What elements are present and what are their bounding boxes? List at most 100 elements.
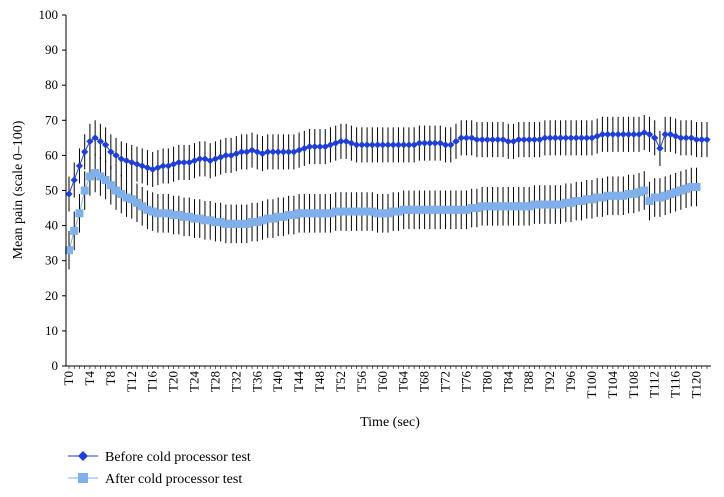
data-point xyxy=(268,214,277,223)
data-point xyxy=(122,193,131,202)
data-point xyxy=(132,198,141,207)
data-point xyxy=(661,191,670,200)
data-point xyxy=(347,207,356,216)
data-point xyxy=(174,211,183,220)
data-point xyxy=(682,184,691,193)
data-point xyxy=(285,148,293,156)
data-point xyxy=(75,209,84,218)
data-point xyxy=(577,197,586,206)
data-point xyxy=(603,191,612,200)
data-point xyxy=(451,205,460,214)
data-point xyxy=(379,141,387,149)
data-point xyxy=(316,209,325,218)
y-axis-title: Mean pain (scale 0–100) xyxy=(11,120,26,259)
data-point xyxy=(509,137,518,145)
data-point xyxy=(216,218,225,227)
x-axis-title: Time (sec) xyxy=(360,415,420,430)
data-point xyxy=(619,191,628,200)
data-point xyxy=(415,139,423,147)
data-point xyxy=(420,205,429,214)
data-point xyxy=(211,218,220,227)
data-point xyxy=(645,197,654,206)
data-point xyxy=(107,148,115,156)
x-tick-label: T68 xyxy=(417,371,432,392)
data-point xyxy=(604,130,612,138)
data-point xyxy=(91,134,99,142)
data-point xyxy=(687,134,695,142)
data-point xyxy=(399,205,408,214)
data-point xyxy=(316,143,324,151)
data-point xyxy=(530,136,539,144)
data-point xyxy=(410,205,419,214)
data-point xyxy=(677,134,685,142)
data-point xyxy=(546,200,555,209)
data-point xyxy=(185,212,194,221)
x-axis: T0 T4 T8 T12 T16 T20 T24 T28 T32 T36 T40 T44 T48 T52 T… xyxy=(61,366,708,399)
data-point xyxy=(556,200,565,209)
data-point xyxy=(352,207,361,216)
data-point xyxy=(164,209,173,218)
data-point xyxy=(525,136,533,144)
data-point xyxy=(143,205,152,214)
data-point xyxy=(598,193,607,202)
data-point xyxy=(159,162,167,170)
data-point xyxy=(378,209,387,218)
data-point xyxy=(70,226,79,235)
data-point xyxy=(619,130,627,138)
data-point xyxy=(561,198,570,207)
data-point xyxy=(468,134,476,142)
x-tick-label: T92 xyxy=(542,371,557,392)
data-point xyxy=(311,143,319,151)
data-point xyxy=(562,134,570,142)
data-point xyxy=(85,172,94,181)
x-tick-label: T16 xyxy=(145,371,160,392)
x-tick-label: T104 xyxy=(605,371,620,399)
data-point xyxy=(342,207,351,216)
data-point xyxy=(478,136,486,144)
data-point xyxy=(577,134,586,142)
y-tick-label: 90 xyxy=(45,42,58,57)
data-point xyxy=(457,134,465,142)
data-point xyxy=(551,200,560,209)
x-tick-label: T76 xyxy=(458,371,473,392)
y-tick-label: 40 xyxy=(45,218,58,233)
data-point xyxy=(112,151,120,159)
data-point xyxy=(598,130,607,138)
data-point xyxy=(101,175,110,184)
data-point xyxy=(583,134,591,142)
y-tick-label: 0 xyxy=(52,358,59,373)
data-point xyxy=(389,141,397,149)
legend-item-before: Before cold processor test xyxy=(68,450,251,465)
data-point xyxy=(698,136,706,144)
data-point xyxy=(462,134,471,142)
data-point xyxy=(305,143,314,151)
data-point xyxy=(300,209,309,218)
data-point xyxy=(138,202,147,211)
data-point xyxy=(196,155,204,163)
data-point xyxy=(206,216,215,225)
data-point xyxy=(336,207,345,216)
legend-label-after: After cold processor test xyxy=(105,472,242,487)
data-point xyxy=(457,205,466,214)
data-point xyxy=(567,198,576,207)
data-point xyxy=(253,148,261,156)
data-point xyxy=(588,134,596,142)
data-point xyxy=(687,182,696,191)
data-point xyxy=(515,136,523,144)
data-point xyxy=(332,139,340,147)
data-point xyxy=(441,205,450,214)
data-point xyxy=(180,158,188,167)
data-point xyxy=(624,190,633,199)
data-point xyxy=(509,202,518,211)
data-point xyxy=(331,207,340,216)
x-tick-label: T88 xyxy=(521,371,536,392)
series-before xyxy=(65,128,711,198)
data-point xyxy=(363,141,371,149)
data-point xyxy=(195,214,204,223)
data-point xyxy=(274,148,282,156)
data-point xyxy=(326,209,335,218)
series-after xyxy=(65,168,701,255)
data-point xyxy=(472,204,481,213)
data-point xyxy=(358,141,366,149)
legend-marker-before xyxy=(78,451,88,461)
